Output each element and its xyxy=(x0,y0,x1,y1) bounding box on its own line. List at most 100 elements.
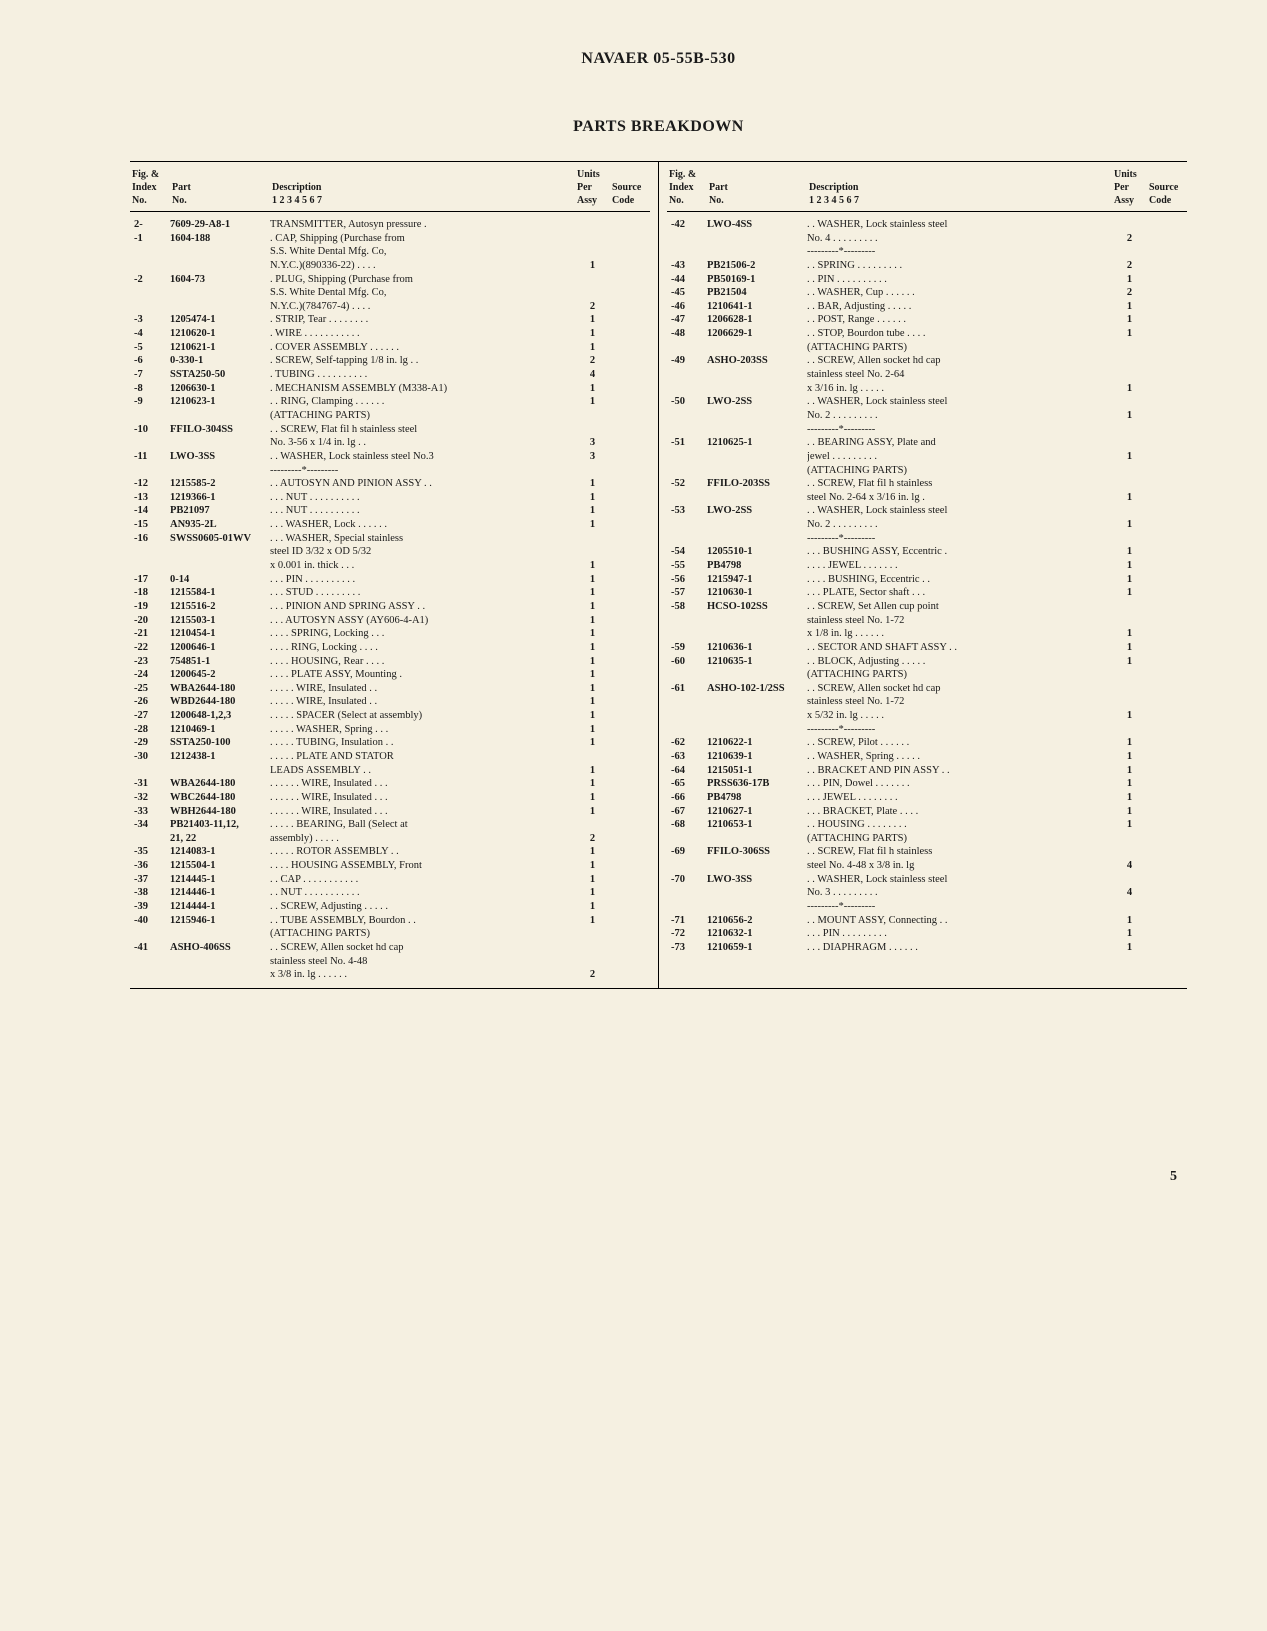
desc-cell: . . SPRING . . . . . . . . . xyxy=(807,259,1112,273)
source-cell xyxy=(610,859,650,873)
units-cell: 1 xyxy=(1112,777,1147,791)
table-row: -41210620-1. WIRE . . . . . . . . . . .1 xyxy=(130,327,650,341)
source-cell xyxy=(1147,436,1187,450)
index-cell: -71 xyxy=(667,914,707,928)
index-cell: -15 xyxy=(130,518,170,532)
units-cell xyxy=(1112,395,1147,409)
units-cell xyxy=(1112,668,1147,682)
desc-cell: . . BAR, Adjusting . . . . . xyxy=(807,300,1112,314)
source-cell xyxy=(1147,382,1187,396)
desc-cell: . . SCREW, Pilot . . . . . . xyxy=(807,736,1112,750)
desc-cell: No. 2 . . . . . . . . . xyxy=(807,409,1112,423)
units-cell xyxy=(575,464,610,478)
table-row: jewel . . . . . . . . .1 xyxy=(667,450,1187,464)
table-row: ---------*--------- xyxy=(667,423,1187,437)
desc-cell: . . SCREW, Set Allen cup point xyxy=(807,600,1112,614)
hdr-assy: Assy xyxy=(577,194,608,207)
units-cell xyxy=(575,232,610,246)
index-cell xyxy=(130,300,170,314)
source-cell xyxy=(610,286,650,300)
units-cell xyxy=(1112,600,1147,614)
partno-cell: 1210641-1 xyxy=(707,300,807,314)
desc-cell: . . . . . . WIRE, Insulated . . . xyxy=(270,805,575,819)
units-cell: 1 xyxy=(1112,559,1147,573)
index-cell: -37 xyxy=(130,873,170,887)
source-cell xyxy=(610,368,650,382)
units-cell xyxy=(1112,845,1147,859)
units-cell: 1 xyxy=(575,477,610,491)
table-row: -53LWO-2SS. . WASHER, Lock stainless ste… xyxy=(667,504,1187,518)
units-cell: 1 xyxy=(575,736,610,750)
table-row: -33WBH2644-180. . . . . . WIRE, Insulate… xyxy=(130,805,650,819)
table-row: -91210623-1. . RING, Clamping . . . . . … xyxy=(130,395,650,409)
index-cell: -61 xyxy=(667,682,707,696)
partno-cell: 1215504-1 xyxy=(170,859,270,873)
index-cell xyxy=(130,968,170,982)
desc-cell: . . SCREW, Allen socket hd cap xyxy=(270,941,575,955)
partno-cell: PRSS636-17B xyxy=(707,777,807,791)
table-row: ---------*--------- xyxy=(130,464,650,478)
hdr-units-r: Units xyxy=(1114,168,1145,181)
desc-cell: (ATTACHING PARTS) xyxy=(807,341,1112,355)
partno-cell: 1210630-1 xyxy=(707,586,807,600)
desc-cell: ---------*--------- xyxy=(807,423,1112,437)
desc-cell: . . . . . ROTOR ASSEMBLY . . xyxy=(270,845,575,859)
table-row: No. 2 . . . . . . . . .1 xyxy=(667,518,1187,532)
desc-cell: . . SCREW, Flat fil h stainless steel xyxy=(270,423,575,437)
table-row: -25WBA2644-180. . . . . WIRE, Insulated … xyxy=(130,682,650,696)
index-cell xyxy=(667,245,707,259)
desc-cell: (ATTACHING PARTS) xyxy=(807,464,1112,478)
desc-cell: x 3/8 in. lg . . . . . . xyxy=(270,968,575,982)
partno-cell xyxy=(170,955,270,969)
table-row: -44PB50169-1. . PIN . . . . . . . . . .1 xyxy=(667,273,1187,287)
table-row: -511210625-1. . BEARING ASSY, Plate and xyxy=(667,436,1187,450)
index-cell: -17 xyxy=(130,573,170,587)
document-header: NAVAER 05-55B-530 xyxy=(130,50,1187,68)
table-row: -14PB21097. . . NUT . . . . . . . . . .1 xyxy=(130,504,650,518)
partno-cell: 1206629-1 xyxy=(707,327,807,341)
partno-cell: PB4798 xyxy=(707,559,807,573)
table-row: steel ID 3/32 x OD 5/32 xyxy=(130,545,650,559)
source-cell xyxy=(610,245,650,259)
source-cell xyxy=(1147,777,1187,791)
hdr-per: Per xyxy=(577,181,608,194)
partno-cell: 1219366-1 xyxy=(170,491,270,505)
units-cell xyxy=(575,750,610,764)
partno-cell xyxy=(170,764,270,778)
source-cell xyxy=(1147,232,1187,246)
units-cell: 2 xyxy=(575,300,610,314)
source-cell xyxy=(1147,941,1187,955)
desc-cell: (ATTACHING PARTS) xyxy=(807,668,1112,682)
table-row: ---------*--------- xyxy=(667,245,1187,259)
units-cell: 1 xyxy=(1112,627,1147,641)
source-cell xyxy=(1147,573,1187,587)
source-cell xyxy=(1147,491,1187,505)
source-cell xyxy=(610,423,650,437)
units-cell: 1 xyxy=(1112,313,1147,327)
partno-cell: WBH2644-180 xyxy=(170,805,270,819)
index-cell: -49 xyxy=(667,354,707,368)
source-cell xyxy=(1147,736,1187,750)
desc-cell: . . HOUSING . . . . . . . . xyxy=(807,818,1112,832)
desc-cell: . PLUG, Shipping (Purchase from xyxy=(270,273,575,287)
table-row: stainless steel No. 1-72 xyxy=(667,614,1187,628)
desc-cell: . . . PIN . . . . . . . . . . xyxy=(270,573,575,587)
index-cell xyxy=(667,886,707,900)
hdr-no-r: No. xyxy=(669,194,705,207)
index-cell: -64 xyxy=(667,764,707,778)
partno-cell xyxy=(707,341,807,355)
desc-cell: . . . PINION AND SPRING ASSY . . xyxy=(270,600,575,614)
partno-cell: 1210659-1 xyxy=(707,941,807,955)
desc-cell: . . . PIN . . . . . . . . . xyxy=(807,927,1112,941)
partno-cell: 1200646-1 xyxy=(170,641,270,655)
source-cell xyxy=(610,504,650,518)
desc-cell: . . . BRACKET, Plate . . . . xyxy=(807,805,1112,819)
index-cell: -23 xyxy=(130,655,170,669)
desc-cell: stainless steel No. 1-72 xyxy=(807,614,1112,628)
units-cell: 1 xyxy=(575,313,610,327)
source-cell xyxy=(610,927,650,941)
table-row: -10FFILO-304SS. . SCREW, Flat fil h stai… xyxy=(130,423,650,437)
desc-cell: . . AUTOSYN AND PINION ASSY . . xyxy=(270,477,575,491)
index-cell: -19 xyxy=(130,600,170,614)
units-cell xyxy=(1112,423,1147,437)
